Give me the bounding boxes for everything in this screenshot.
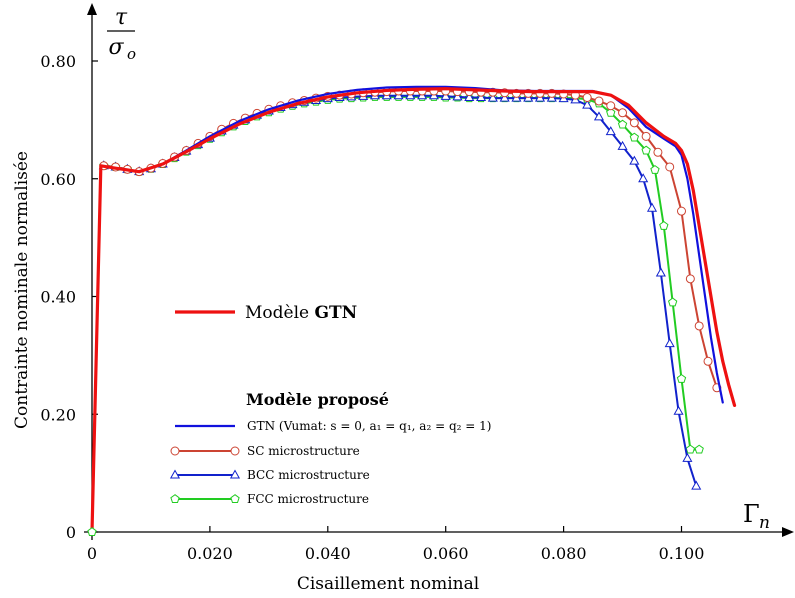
y-axis-symbol: τ σ o	[107, 5, 136, 63]
series-point-bcc-microstructure	[499, 92, 510, 102]
series-point-sc-microstructure	[582, 93, 592, 103]
series-point-sc-microstructure	[665, 162, 675, 172]
x-axis-symbol: Γ n	[743, 500, 770, 533]
legend-marker-bcc-microstructure	[169, 469, 181, 479]
series-point-bcc-microstructure	[476, 91, 487, 102]
series-point-sc-microstructure	[641, 131, 651, 141]
series-point-fcc-microstructure	[694, 444, 704, 454]
series-point-bcc-microstructure	[629, 155, 640, 165]
series-point-fcc-microstructure	[617, 119, 628, 129]
series-point-fcc-microstructure	[659, 220, 669, 230]
series-point-sc-microstructure	[629, 118, 639, 128]
x-tick-label: 0	[87, 544, 97, 563]
y-axis-symbol-denominator: σ	[108, 35, 124, 60]
x-axis-label: Cisaillement nominal	[297, 574, 479, 594]
series-point-fcc-microstructure	[685, 444, 696, 454]
series-point-sc-microstructure	[618, 108, 628, 118]
legend-vumat-label: GTN (Vumat: s = 0, a₁ = q₁, a₂ = q₂ = 1)	[247, 419, 491, 433]
series-point-bcc-microstructure	[664, 338, 675, 348]
series-point-sc-microstructure	[677, 206, 686, 216]
series-line-fcc-microstructure	[91, 95, 701, 533]
legend-marker-fcc-microstructure	[230, 494, 240, 503]
series-point-bcc-microstructure	[638, 173, 649, 183]
y-ticks: 0 0.20 0.40 0.60 0.80	[40, 52, 98, 542]
series-point-bcc-microstructure	[646, 202, 658, 212]
series-point-bcc-microstructure	[673, 405, 684, 415]
x-axis-arrow-icon	[782, 527, 794, 537]
series-point-bcc-microstructure	[617, 140, 628, 150]
legend-gtn-bold: GTN	[315, 303, 358, 323]
origin-point	[87, 527, 97, 536]
x-axis-symbol-main: Γ	[743, 500, 760, 528]
series-point-bcc-microstructure	[593, 111, 605, 121]
y-axis-symbol-numerator: τ	[115, 5, 128, 30]
series-layer	[87, 85, 737, 536]
series-point-fcc-microstructure	[641, 145, 651, 155]
y-axis-symbol-denominator-sub: o	[127, 45, 136, 63]
legend-gtn-prefix: Modèle	[245, 303, 315, 323]
series-point-bcc-microstructure	[487, 92, 498, 102]
x-tick-label: 0.060	[423, 544, 469, 563]
legend-marker-sc-microstructure	[230, 446, 240, 456]
y-axis-arrow-icon	[87, 3, 97, 15]
x-axis-symbol-sub: n	[759, 513, 770, 533]
x-tick-label: 0.020	[187, 544, 233, 563]
series-point-fcc-microstructure	[676, 374, 687, 383]
series-line-mod-le-gtn	[90, 87, 737, 534]
legend-fcc-label: FCC microstructure	[247, 492, 369, 506]
legend-marker-sc-microstructure	[170, 446, 180, 456]
series-line-bcc-microstructure	[91, 94, 698, 533]
series-point-bcc-microstructure	[605, 126, 616, 136]
legend-marker-bcc-microstructure	[229, 469, 241, 479]
series-point-sc-microstructure	[685, 274, 695, 284]
series-point-bcc-microstructure	[464, 91, 475, 102]
series-point-sc-microstructure	[653, 147, 663, 157]
legend-gtn-label: Modèle GTN	[245, 303, 357, 323]
legend-marker-fcc-microstructure	[170, 494, 180, 503]
series-point-sc-microstructure	[594, 96, 604, 106]
series-point-bcc-microstructure	[452, 91, 463, 101]
series-point-fcc-microstructure	[629, 132, 640, 142]
y-axis-label: Contrainte nominale normalisée	[12, 151, 32, 429]
x-tick-label: 0.080	[541, 544, 587, 563]
legend-sc-label: SC microstructure	[247, 444, 360, 458]
series-point-bcc-microstructure	[691, 480, 702, 490]
x-ticks: 0 0.020 0.040 0.060 0.080 0.100	[87, 526, 705, 563]
legend-markers	[169, 446, 241, 503]
y-tick-label: 0.80	[40, 52, 76, 71]
legend-bcc-label: BCC microstructure	[247, 468, 370, 482]
series-point-fcc-microstructure	[667, 297, 678, 307]
series-point-bcc-microstructure	[582, 99, 593, 109]
series-point-bcc-microstructure	[440, 90, 451, 100]
series-point-sc-microstructure	[703, 356, 713, 366]
legend-group-title: Modèle proposé	[246, 390, 389, 409]
legend: Modèle GTN Modèle proposé GTN (Vumat: s …	[169, 303, 491, 506]
series-point-fcc-microstructure	[650, 165, 660, 174]
series-point-bcc-microstructure	[655, 267, 666, 277]
x-tick-label: 0.100	[659, 544, 705, 563]
y-tick-label: 0	[66, 523, 76, 542]
y-tick-label: 0.60	[40, 170, 76, 189]
series-point-fcc-microstructure	[606, 107, 616, 117]
y-tick-label: 0.20	[40, 405, 76, 424]
series-point-sc-microstructure	[694, 321, 704, 331]
series-point-sc-microstructure	[606, 101, 616, 111]
axes	[84, 3, 794, 540]
series-point-bcc-microstructure	[682, 452, 693, 462]
y-tick-label: 0.40	[40, 288, 76, 307]
x-tick-label: 0.040	[305, 544, 351, 563]
